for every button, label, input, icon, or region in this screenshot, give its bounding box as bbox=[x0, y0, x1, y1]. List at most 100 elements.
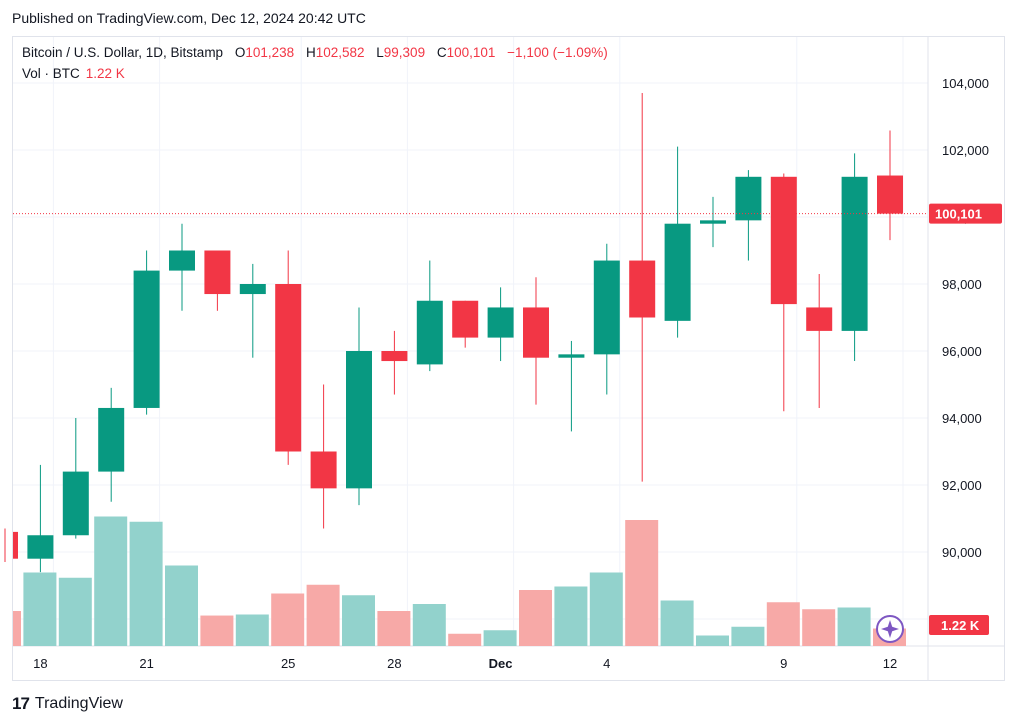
volume-bar bbox=[271, 593, 305, 646]
candle bbox=[629, 93, 656, 482]
symbol-name[interactable]: Bitcoin / U.S. Dollar, 1D, Bitstamp bbox=[22, 45, 224, 60]
volume-bar bbox=[554, 586, 588, 646]
candle-body bbox=[593, 260, 620, 355]
assistant-icon[interactable] bbox=[876, 615, 904, 643]
x-axis: 18 21 25 28 Dec 4 9 12 bbox=[33, 656, 897, 671]
high-value: 102,582 bbox=[315, 45, 365, 60]
volume-bar bbox=[802, 609, 836, 646]
candle-body bbox=[169, 250, 195, 271]
candle bbox=[204, 250, 231, 311]
candle bbox=[841, 153, 868, 362]
candle bbox=[664, 146, 691, 338]
x-tick-label: 12 bbox=[883, 656, 897, 671]
volume-bar bbox=[377, 611, 411, 646]
volume-legend: Vol · BTC 1.22 K bbox=[22, 66, 125, 81]
x-tick-label: 25 bbox=[281, 656, 295, 671]
candle-body bbox=[13, 531, 18, 559]
y-tick-label: 104,000 bbox=[942, 76, 989, 91]
candle bbox=[310, 384, 337, 529]
change-value: −1,100 (−1.09%) bbox=[507, 45, 608, 60]
candle bbox=[416, 260, 443, 372]
candle bbox=[169, 223, 195, 311]
candle-body bbox=[841, 176, 868, 331]
volume-bar bbox=[23, 572, 57, 646]
volume-bar bbox=[94, 516, 128, 646]
candle-body bbox=[664, 223, 691, 321]
x-tick-label: 4 bbox=[603, 656, 610, 671]
candle-body bbox=[523, 307, 549, 358]
candle-body bbox=[98, 407, 125, 472]
volume-label[interactable]: Vol · BTC bbox=[22, 66, 80, 81]
x-tick-label: 21 bbox=[139, 656, 153, 671]
volume-bar bbox=[448, 633, 482, 646]
candle-body bbox=[629, 260, 656, 318]
candle-body bbox=[877, 175, 903, 214]
volume-bar bbox=[625, 520, 659, 646]
candle-body bbox=[27, 535, 54, 559]
candle-body bbox=[770, 176, 797, 305]
candle-body bbox=[806, 307, 833, 331]
y-tick-label: 90,000 bbox=[942, 545, 982, 560]
candle bbox=[806, 273, 833, 408]
candles bbox=[4, 93, 903, 573]
x-tick-label: 18 bbox=[33, 656, 47, 671]
candle bbox=[62, 418, 89, 539]
chart-legend: Bitcoin / U.S. Dollar, 1D, Bitstamp O101… bbox=[22, 45, 608, 60]
candle-body bbox=[558, 354, 585, 358]
last-price-label: 100,101 bbox=[935, 207, 982, 222]
y-tick-label: 96,000 bbox=[942, 344, 982, 359]
volume-bar bbox=[589, 572, 623, 646]
candle bbox=[523, 277, 549, 405]
volume-bar bbox=[58, 577, 92, 646]
candle bbox=[27, 464, 54, 573]
open-label: O bbox=[234, 45, 246, 60]
candle-body bbox=[381, 351, 408, 362]
candle-body bbox=[275, 284, 302, 452]
candle bbox=[239, 263, 266, 358]
candle-body bbox=[133, 270, 160, 408]
low-label: L bbox=[376, 45, 384, 60]
candle-body bbox=[735, 176, 762, 221]
candle bbox=[877, 130, 903, 241]
candle bbox=[593, 243, 620, 395]
candle-body bbox=[346, 351, 372, 489]
y-axis: 104,000102,000100,00098,00096,00094,0009… bbox=[942, 76, 989, 627]
candle bbox=[452, 300, 479, 348]
chart-frame[interactable] bbox=[12, 36, 1005, 681]
candle-body bbox=[239, 284, 266, 295]
volume-bar bbox=[766, 602, 800, 646]
candle bbox=[735, 170, 762, 261]
high-label: H bbox=[305, 45, 316, 60]
open-value: 101,238 bbox=[245, 45, 295, 60]
volume-bar bbox=[165, 565, 198, 646]
close-value: 100,101 bbox=[446, 45, 496, 60]
candle bbox=[133, 250, 160, 415]
volume-bar bbox=[200, 615, 234, 646]
candle bbox=[98, 387, 125, 502]
volume-bar bbox=[731, 626, 765, 646]
volume-tag: 1.22 K bbox=[929, 615, 989, 635]
tradingview-brand: TradingView bbox=[34, 695, 123, 712]
candle-body bbox=[416, 300, 443, 365]
volume-tag-label: 1.22 K bbox=[941, 618, 980, 633]
volume-bar bbox=[412, 604, 446, 646]
volume-bar bbox=[129, 521, 163, 646]
tradingview-logo[interactable]: 17 TradingView bbox=[12, 694, 123, 714]
volume-bar bbox=[235, 614, 269, 646]
volume-bar bbox=[519, 590, 552, 646]
volume-bar bbox=[483, 630, 517, 646]
candle-body bbox=[62, 471, 89, 536]
last-price-tag: 100,101 bbox=[929, 203, 1002, 224]
candle-body bbox=[452, 300, 479, 338]
candle bbox=[558, 340, 585, 432]
candle bbox=[770, 173, 797, 412]
candle bbox=[275, 250, 302, 465]
candle-body bbox=[310, 451, 337, 489]
y-tick-label: 94,000 bbox=[942, 411, 982, 426]
tradingview-logo-icon: 17 bbox=[12, 694, 30, 713]
x-tick-label: 9 bbox=[780, 656, 787, 671]
candle bbox=[346, 307, 372, 506]
candle-body bbox=[487, 307, 514, 338]
y-tick-label: 98,000 bbox=[942, 277, 982, 292]
